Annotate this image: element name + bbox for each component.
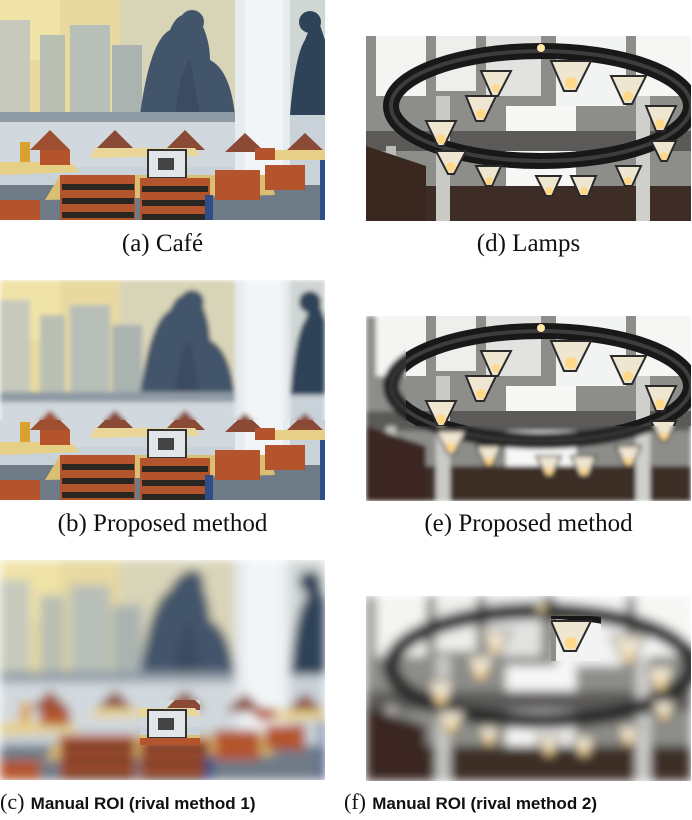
panel-e-image: [366, 316, 691, 501]
caption-prefix: (b): [57, 510, 87, 537]
caption-prefix: (a): [121, 230, 150, 257]
caption-label: Manual ROI (rival method 2): [372, 794, 598, 813]
caption-prefix: (f): [344, 789, 366, 814]
caption-prefix: (d): [476, 230, 506, 257]
caption-label: Café: [155, 230, 204, 257]
panel-c-image: [0, 560, 325, 780]
caption-label: Proposed method: [458, 510, 633, 537]
panel-a-image: [0, 0, 325, 220]
caption-prefix: (e): [424, 510, 453, 537]
caption-label: Proposed method: [93, 510, 268, 537]
caption-label: Lamps: [512, 230, 581, 257]
caption-b: (b) Proposed method: [0, 510, 325, 538]
panel-b-image: [0, 280, 325, 500]
caption-a: (a) Café: [0, 230, 325, 258]
caption-c: (c) Manual ROI (rival method 1): [0, 788, 340, 816]
panel-f-image: [366, 596, 691, 781]
panel-d-image: [366, 36, 691, 221]
caption-label: Manual ROI (rival method 1): [30, 794, 256, 813]
caption-d: (d) Lamps: [366, 230, 691, 258]
caption-prefix: (c): [0, 789, 25, 814]
caption-e: (e) Proposed method: [366, 510, 691, 538]
caption-f: (f) Manual ROI (rival method 2): [344, 788, 692, 816]
